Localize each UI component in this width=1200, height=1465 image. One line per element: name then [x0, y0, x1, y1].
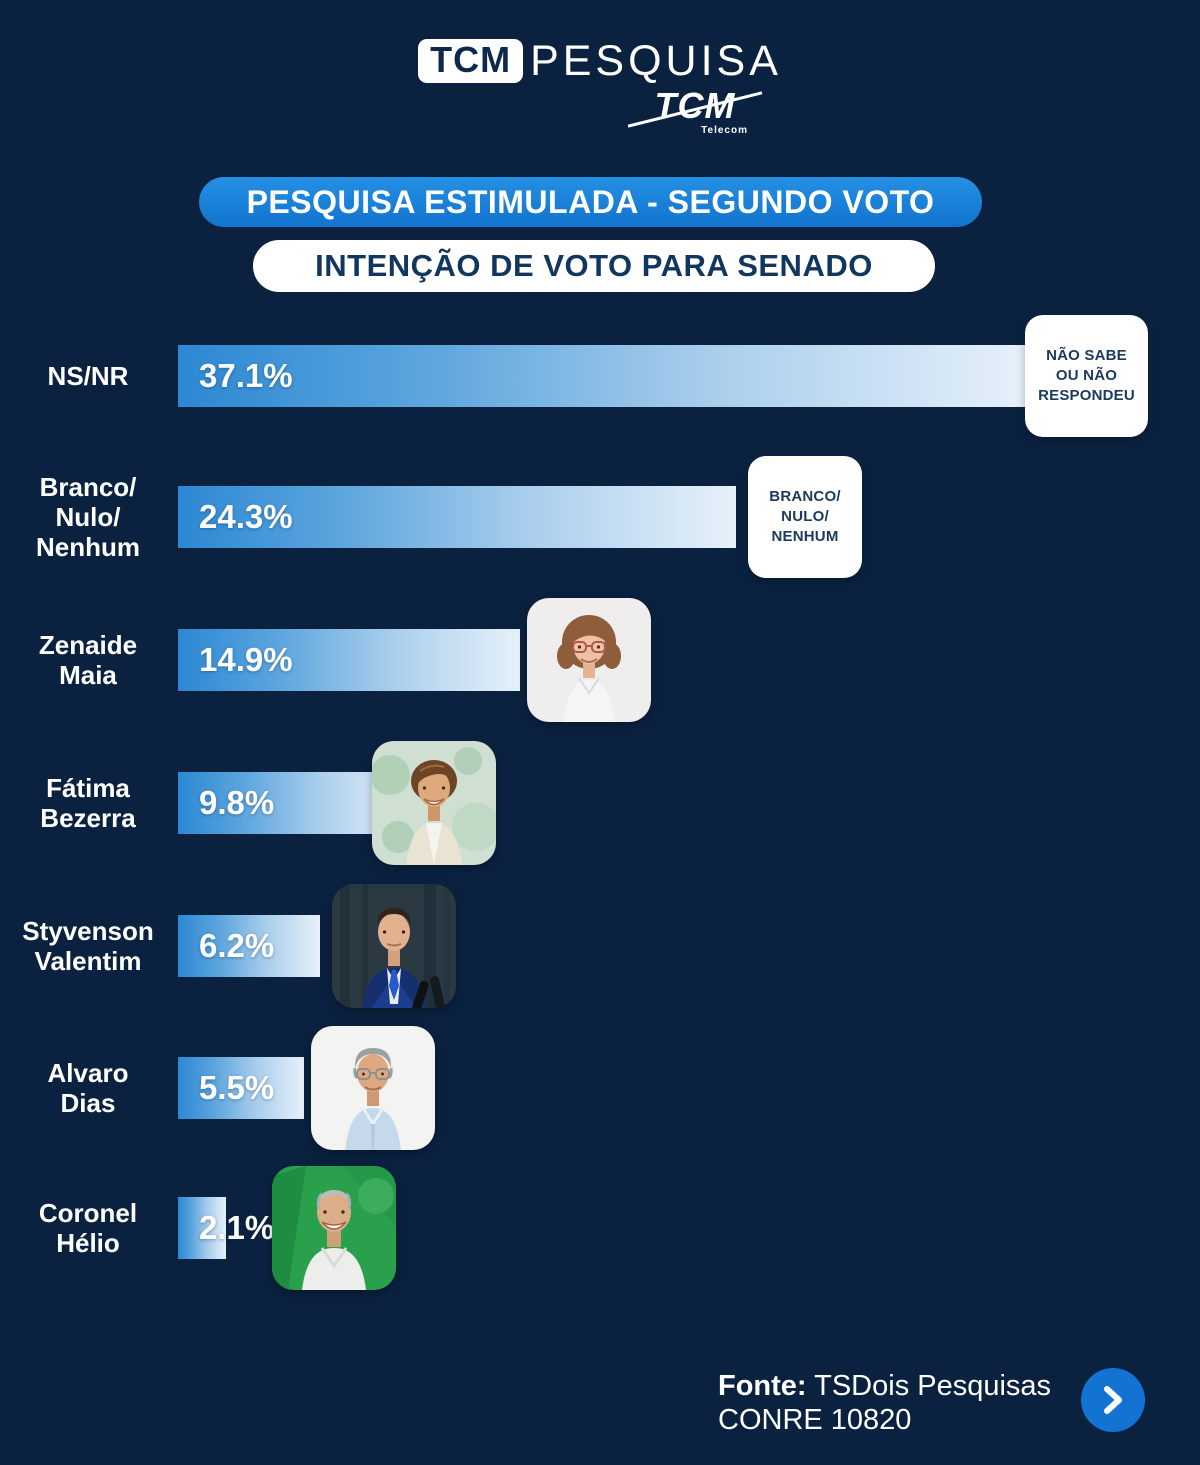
tcm-logo-box: TCM [418, 39, 524, 83]
value-label-nsnr: 37.1% [199, 357, 293, 394]
zenaide-maia-photo [527, 598, 651, 722]
label-line: Maia [59, 660, 117, 690]
chart-row-zenaide-maia: Zenaide Maia 14.9% [0, 598, 1200, 722]
chart-row-styvenson-valentim: Styvenson Valentim 6.2% [0, 884, 1200, 1008]
value-label-zenaide-maia: 14.9% [199, 641, 293, 678]
bar-coronel-helio: 2.1% [178, 1197, 274, 1259]
bar-zenaide-maia: 14.9% [178, 629, 520, 691]
chevron-right-icon [1104, 1386, 1122, 1414]
category-label-coronel-helio: Coronel Hélio [6, 1198, 170, 1258]
next-arrow-button[interactable] [1081, 1368, 1145, 1432]
value-label-fatima-bezerra: 9.8% [199, 784, 275, 821]
label-line: Bezerra [40, 803, 136, 833]
endcap-branco-nulo-box: BRANCO/ NULO/ NENHUM [748, 456, 862, 578]
endcap-nao-sabe-box: NÃO SABE OU NÃO RESPONDEU [1025, 315, 1148, 437]
styvenson-valentim-photo [332, 884, 456, 1008]
telecom-subtext: Telecom [701, 125, 748, 136]
label-line: Valentim [34, 946, 142, 976]
label-line: Branco/ [39, 472, 137, 502]
endcap-line: OU NÃO [1055, 367, 1118, 384]
bar-nsnr: 37.1% [178, 345, 1030, 407]
category-label-fatima-bezerra: Fátima Bezerra [6, 773, 170, 833]
label-line: Dias [60, 1088, 116, 1118]
source-name: TSDois Pesquisas [806, 1370, 1052, 1402]
value-label-coronel-helio: 2.1% [199, 1209, 275, 1246]
label-line: Nenhum [36, 532, 140, 562]
fatima-bezerra-photo [372, 741, 496, 865]
pesquisa-logo-text: PESQUISA [530, 36, 782, 85]
chart-row-coronel-helio: Coronel Hélio 2.1% [0, 1166, 1200, 1290]
label-line: Hélio [56, 1228, 120, 1258]
label-line: Zenaide [38, 630, 138, 660]
category-label-nsnr: NS/NR [6, 361, 170, 391]
registration-line: CONRE 10820 [718, 1404, 912, 1436]
bar-styvenson-valentim: 6.2% [178, 915, 320, 977]
value-label-styvenson-valentim: 6.2% [199, 927, 275, 964]
source-label: Fonte: [718, 1370, 807, 1402]
endcap-line: NULO/ [781, 508, 829, 525]
bar-branco-nulo: 24.3% [178, 486, 736, 548]
coronel-helio-photo [272, 1166, 396, 1290]
tcm-telecom-logo: TCM Telecom [627, 88, 763, 136]
endcap-line: BRANCO/ [769, 488, 841, 505]
endcap-line: NÃO SABE [1046, 347, 1127, 364]
endcap-line: NENHUM [771, 528, 839, 545]
endcap-line: RESPONDEU [1038, 387, 1135, 404]
bar-alvaro-dias: 5.5% [178, 1057, 304, 1119]
banner-intencao-voto-senado: INTENÇÃO DE VOTO PARA SENADO [253, 240, 935, 292]
label-line: Alvaro [47, 1058, 129, 1088]
category-label-styvenson-valentim: Styvenson Valentim [6, 916, 170, 976]
chart-row-alvaro-dias: Alvaro Dias 5.5% [0, 1026, 1200, 1150]
category-label-zenaide-maia: Zenaide Maia [6, 630, 170, 690]
label-line: NS/NR [47, 361, 129, 391]
alvaro-dias-photo [311, 1026, 435, 1150]
category-label-branco-nulo: Branco/ Nulo/ Nenhum [6, 472, 170, 562]
value-label-alvaro-dias: 5.5% [199, 1069, 275, 1106]
label-line: Nulo/ [55, 502, 121, 532]
source-line: Fonte: TSDois Pesquisas [718, 1369, 1051, 1403]
label-line: Styvenson [22, 916, 154, 946]
category-label-alvaro-dias: Alvaro Dias [6, 1058, 170, 1118]
bar-fatima-bezerra: 9.8% [178, 772, 403, 834]
source-note: Fonte: TSDois Pesquisas CONRE 10820 [718, 1369, 1051, 1437]
chart-row-fatima-bezerra: Fátima Bezerra 9.8% [0, 741, 1200, 865]
tcm-pesquisa-logo: TCM PESQUISA [0, 38, 1200, 84]
banner-pesquisa-estimulada: PESQUISA ESTIMULADA - SEGUNDO VOTO [199, 177, 982, 227]
chart-row-branco-nulo: Branco/ Nulo/ Nenhum 24.3% BRANCO/ NULO/… [0, 456, 1200, 578]
chart-row-nsnr: NS/NR 37.1% NÃO SABE OU NÃO RESPONDEU [0, 315, 1200, 437]
label-line: Coronel [38, 1198, 138, 1228]
value-label-branco-nulo: 24.3% [199, 498, 293, 535]
label-line: Fátima [46, 773, 130, 803]
